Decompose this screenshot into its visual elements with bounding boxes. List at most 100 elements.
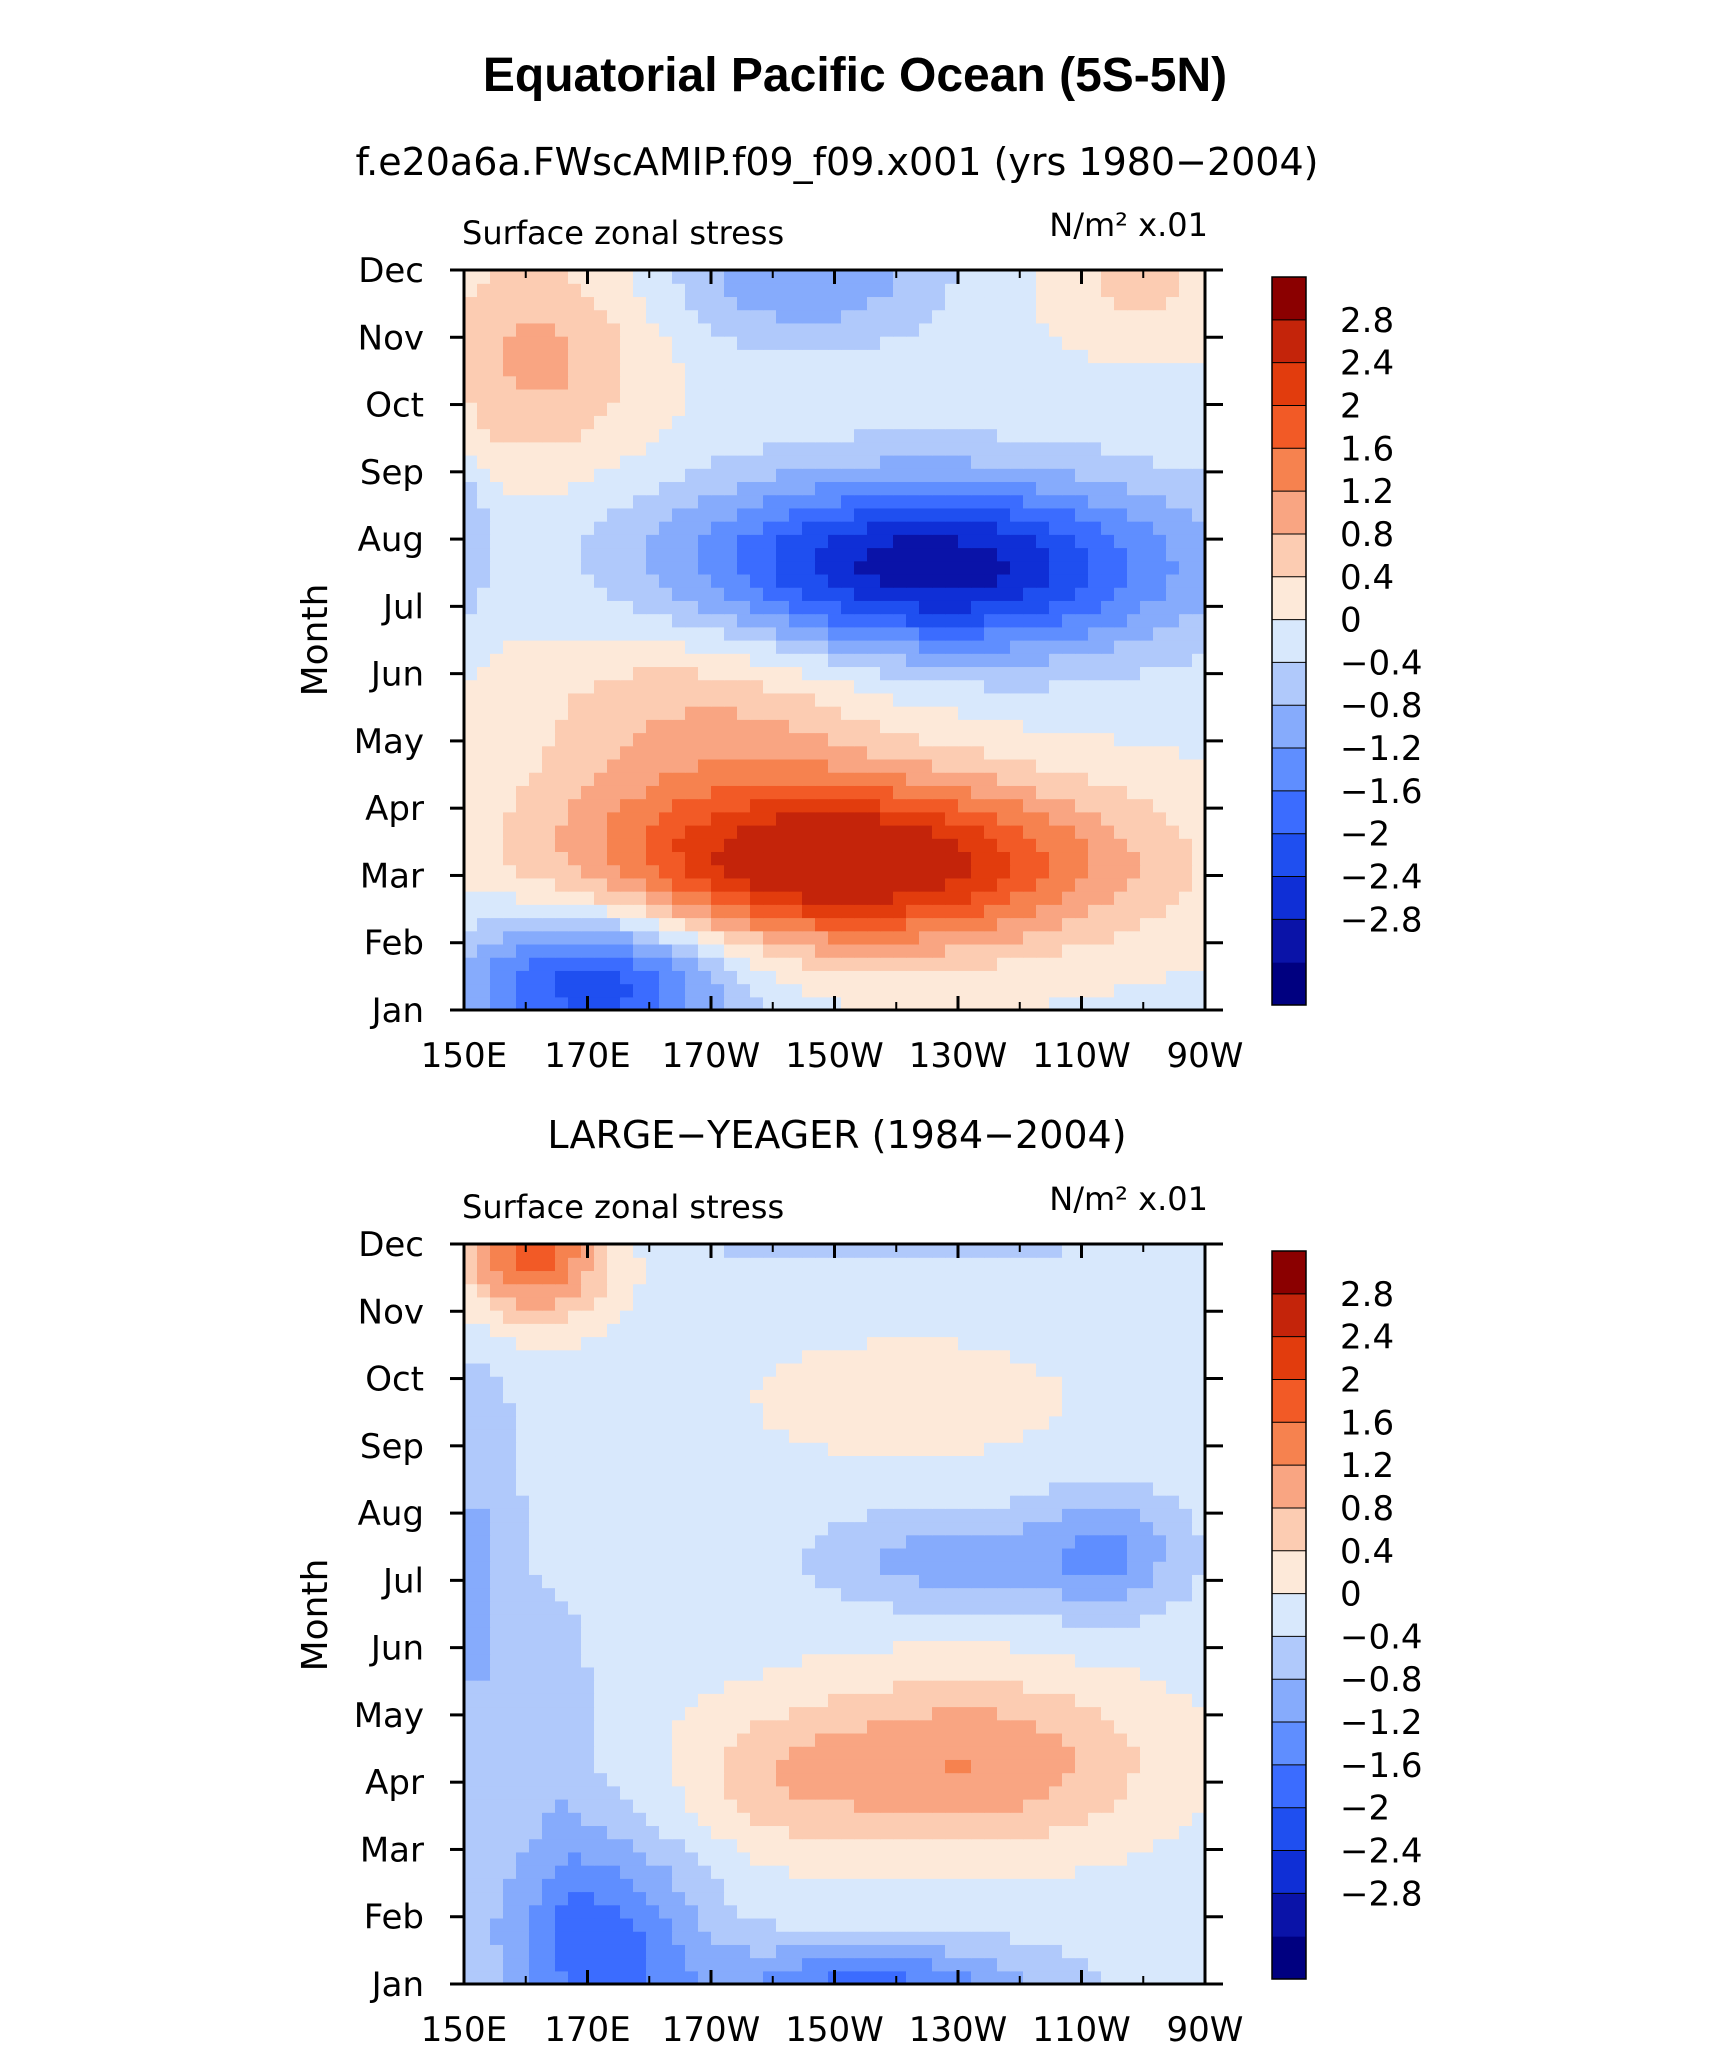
heatmap-cell bbox=[867, 573, 881, 588]
heatmap-cell bbox=[633, 1719, 647, 1734]
heatmap-cell bbox=[737, 296, 751, 311]
heatmap-cell bbox=[646, 1706, 660, 1721]
heatmap-cell bbox=[1010, 1799, 1024, 1813]
heatmap-cell bbox=[854, 798, 868, 813]
heatmap-cell bbox=[542, 428, 556, 443]
heatmap-cell bbox=[555, 362, 569, 377]
heatmap-cell bbox=[750, 1693, 764, 1708]
heatmap-cell bbox=[750, 745, 764, 760]
heatmap-cell bbox=[971, 1838, 985, 1853]
heatmap-cell bbox=[854, 917, 868, 932]
heatmap-cell bbox=[1179, 1772, 1193, 1787]
heatmap-cell bbox=[711, 877, 725, 892]
heatmap-cell bbox=[1114, 904, 1128, 919]
heatmap-cell bbox=[646, 1719, 660, 1734]
heatmap-cell bbox=[893, 1917, 907, 1932]
heatmap-cell bbox=[1179, 349, 1193, 364]
heatmap-cell bbox=[932, 917, 946, 932]
heatmap-cell bbox=[906, 996, 920, 1011]
heatmap-cell bbox=[607, 388, 621, 403]
heatmap-cell bbox=[763, 402, 777, 416]
heatmap-cell bbox=[932, 1812, 946, 1827]
heatmap-cell bbox=[542, 825, 556, 839]
heatmap-cell bbox=[854, 1957, 868, 1972]
heatmap-cell bbox=[737, 692, 751, 707]
heatmap-cell bbox=[464, 309, 478, 324]
heatmap-cell bbox=[568, 1944, 582, 1959]
heatmap-cell bbox=[1062, 653, 1076, 668]
heatmap-cell bbox=[607, 1970, 621, 1985]
heatmap-cell bbox=[620, 441, 634, 456]
heatmap-cell bbox=[1036, 1706, 1050, 1721]
heatmap-cell bbox=[581, 1838, 595, 1853]
heatmap-cell bbox=[763, 428, 777, 443]
heatmap-cell bbox=[906, 1759, 920, 1774]
heatmap-cell bbox=[828, 811, 842, 826]
heatmap-cell bbox=[633, 322, 647, 337]
heatmap-cell bbox=[854, 375, 868, 390]
heatmap-cell bbox=[997, 428, 1011, 443]
heatmap-cell bbox=[932, 270, 946, 284]
heatmap-cell bbox=[1049, 732, 1063, 747]
heatmap-cell bbox=[542, 785, 556, 800]
heatmap-cell bbox=[568, 336, 582, 350]
heatmap-cell bbox=[854, 1732, 868, 1747]
heatmap-cell bbox=[997, 1746, 1011, 1760]
heatmap-cell bbox=[841, 1772, 855, 1787]
heatmap-cell bbox=[698, 534, 712, 549]
heatmap-cell bbox=[958, 375, 972, 390]
heatmap-cell bbox=[906, 706, 920, 720]
heatmap-cell bbox=[932, 468, 946, 483]
heatmap-cell bbox=[724, 996, 738, 1011]
heatmap-cell bbox=[1101, 996, 1115, 1011]
heatmap-cell bbox=[971, 1627, 985, 1642]
heatmap-cell bbox=[1023, 362, 1037, 377]
heatmap-cell bbox=[477, 270, 491, 284]
heatmap-cell bbox=[685, 983, 699, 998]
heatmap-cell bbox=[958, 758, 972, 773]
heatmap-cell bbox=[1153, 1693, 1167, 1708]
heatmap-cell bbox=[620, 679, 634, 694]
heatmap-cell bbox=[1101, 943, 1115, 958]
heatmap-cell bbox=[1101, 402, 1115, 416]
heatmap-cell bbox=[789, 626, 803, 641]
heatmap-cell bbox=[737, 1957, 751, 1972]
heatmap-cell bbox=[984, 1785, 998, 1800]
heatmap-cell bbox=[594, 719, 608, 734]
heatmap-cell bbox=[1075, 1680, 1089, 1694]
heatmap-cell bbox=[1062, 1891, 1076, 1906]
heatmap-cell bbox=[607, 1851, 621, 1866]
heatmap-cell bbox=[555, 560, 569, 575]
heatmap-cell bbox=[984, 428, 998, 443]
heatmap-cell bbox=[659, 573, 673, 588]
heatmap-cell bbox=[685, 309, 699, 324]
heatmap-cell bbox=[997, 1799, 1011, 1813]
heatmap-cell bbox=[1075, 402, 1089, 416]
heatmap-cell bbox=[1062, 1917, 1076, 1932]
heatmap-cell bbox=[815, 428, 829, 443]
heatmap-cell bbox=[737, 838, 751, 853]
heatmap-cell bbox=[932, 573, 946, 588]
heatmap-cell bbox=[490, 1600, 504, 1615]
heatmap-cell bbox=[958, 970, 972, 985]
heatmap-cell bbox=[1023, 719, 1037, 734]
heatmap-cell bbox=[529, 613, 543, 628]
heatmap-cell bbox=[711, 772, 725, 786]
heatmap-cell bbox=[555, 653, 569, 668]
heatmap-cell bbox=[620, 1693, 634, 1708]
heatmap-cell bbox=[724, 1719, 738, 1734]
heatmap-cell bbox=[841, 428, 855, 443]
heatmap-cell bbox=[1140, 441, 1154, 456]
heatmap-cell bbox=[724, 1799, 738, 1813]
heatmap-cell bbox=[750, 653, 764, 668]
heatmap-cell bbox=[1088, 798, 1102, 813]
heatmap-cell bbox=[490, 600, 504, 615]
heatmap-cell bbox=[503, 825, 517, 839]
heatmap-cell bbox=[633, 375, 647, 390]
heatmap-cell bbox=[763, 1746, 777, 1760]
heatmap-cell bbox=[1036, 692, 1050, 707]
heatmap-cell bbox=[1010, 600, 1024, 615]
heatmap-cell bbox=[997, 534, 1011, 549]
heatmap-cell bbox=[906, 1825, 920, 1840]
heatmap-cell bbox=[1140, 1614, 1154, 1628]
